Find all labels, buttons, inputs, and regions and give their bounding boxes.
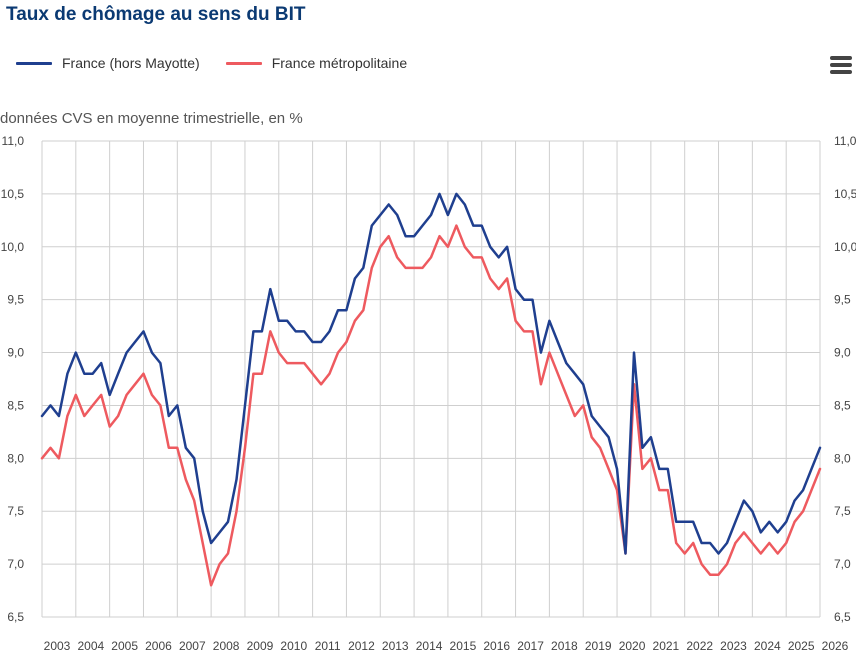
x-tick-label: 2013	[382, 639, 409, 653]
series-line-france-metropolitaine	[40, 224, 822, 587]
y-tick-label-right: 9,0	[834, 346, 851, 360]
legend-item-france-hors-mayotte[interactable]: France (hors Mayotte)	[16, 55, 200, 71]
y-tick-label-left: 6,5	[7, 610, 24, 624]
x-tick-label: 2023	[720, 639, 747, 653]
x-tick-label: 2007	[179, 639, 206, 653]
chart-subtitle: données CVS en moyenne trimestrielle, en…	[0, 110, 303, 127]
x-tick-label: 2022	[686, 639, 713, 653]
y-tick-label-left: 9,5	[7, 293, 24, 307]
x-tick-label: 2017	[517, 639, 544, 653]
x-tick-label: 2025	[788, 639, 815, 653]
chart-legend: France (hors Mayotte) France métropolita…	[16, 52, 433, 74]
y-tick-label-left: 10,0	[1, 240, 25, 254]
x-tick-label: 2005	[111, 639, 138, 653]
x-tick-label: 2006	[145, 639, 172, 653]
x-tick-label: 2004	[77, 639, 104, 653]
y-tick-label-left: 9,0	[7, 346, 24, 360]
x-tick-label: 2018	[551, 639, 578, 653]
legend-label-france-metropolitaine: France métropolitaine	[271, 55, 408, 71]
y-tick-label-left: 11,0	[2, 134, 25, 148]
x-tick-label: 2009	[247, 639, 274, 653]
y-tick-label-right: 8,0	[834, 451, 851, 465]
menu-bar	[830, 63, 852, 67]
x-tick-label: 2026	[822, 639, 849, 653]
x-tick-label: 2015	[450, 639, 477, 653]
legend-swatch-france-hors-mayotte	[16, 61, 52, 65]
x-tick-label: 2020	[619, 639, 646, 653]
x-tick-label: 2010	[280, 639, 307, 653]
x-tick-label: 2008	[213, 639, 240, 653]
x-tick-label: 2016	[483, 639, 510, 653]
legend-label-france-hors-mayotte: France (hors Mayotte)	[62, 55, 200, 71]
y-tick-label-right: 10,5	[834, 187, 856, 201]
x-tick-label: 2012	[348, 639, 375, 653]
y-tick-label-left: 8,0	[7, 451, 24, 465]
y-tick-label-left: 7,0	[7, 557, 24, 571]
x-tick-label: 2014	[416, 639, 443, 653]
chart-title: Taux de chômage au sens du BIT	[6, 4, 306, 25]
x-tick-label: 2021	[653, 639, 680, 653]
series-line-france-hors-mayotte	[40, 192, 822, 555]
x-tick-label: 2003	[44, 639, 71, 653]
x-tick-label: 2019	[585, 639, 612, 653]
y-tick-label-right: 7,5	[834, 504, 851, 518]
y-tick-label-right: 9,5	[834, 293, 851, 307]
y-tick-label-right: 11,0	[834, 134, 856, 148]
menu-bar	[830, 70, 852, 74]
x-tick-label: 2011	[315, 639, 341, 653]
y-tick-label-right: 6,5	[834, 610, 851, 624]
y-tick-label-left: 8,5	[7, 398, 24, 412]
x-tick-label: 2024	[754, 639, 781, 653]
y-tick-label-right: 7,0	[834, 557, 851, 571]
y-tick-label-right: 10,0	[834, 240, 856, 254]
y-tick-label-left: 7,5	[7, 504, 24, 518]
menu-bar	[830, 56, 852, 60]
y-tick-label-left: 10,5	[1, 187, 25, 201]
legend-swatch-france-metropolitaine	[225, 61, 262, 65]
hamburger-menu-icon[interactable]	[830, 56, 852, 76]
legend-item-france-metropolitaine[interactable]: France métropolitaine	[225, 55, 408, 71]
y-tick-label-right: 8,5	[834, 398, 851, 412]
